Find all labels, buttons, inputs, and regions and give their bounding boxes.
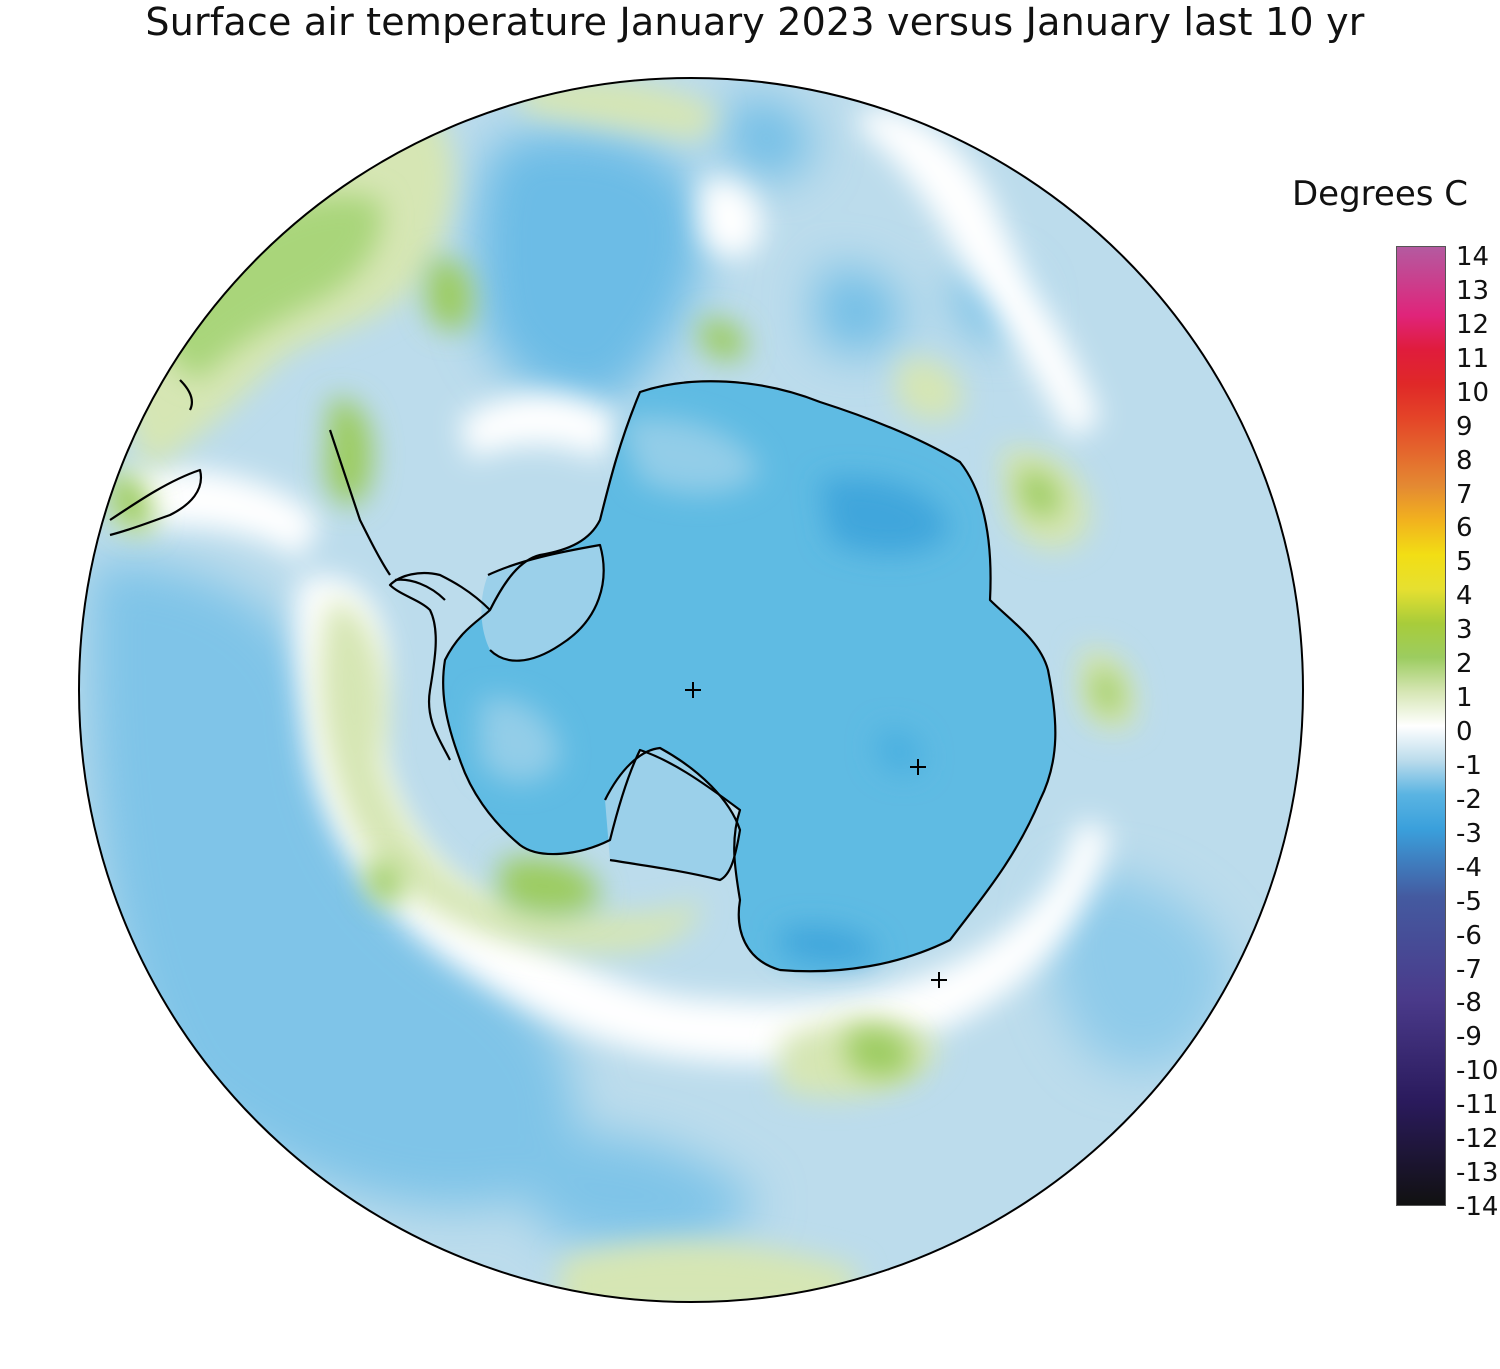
continent-anomaly-detail xyxy=(480,417,950,965)
colorbar-tick-label: 14 xyxy=(1456,242,1490,272)
colorbar-tick-label: -7 xyxy=(1456,954,1482,985)
colorbar-tick-label: -9 xyxy=(1456,1022,1482,1053)
colorbar-tick-label: 12 xyxy=(1456,309,1490,340)
colorbar-tick-label: 7 xyxy=(1456,479,1473,510)
colorbar-tick-label: -10 xyxy=(1456,1056,1499,1087)
colorbar-tick-label: -5 xyxy=(1456,886,1482,917)
colorbar-tick-label: 3 xyxy=(1456,615,1473,646)
colorbar-tick-label: 5 xyxy=(1456,547,1473,578)
map-boundary xyxy=(78,77,1304,1303)
colorbar-tick-label: 9 xyxy=(1456,411,1473,442)
colorbar-tick-label: -14 xyxy=(1456,1192,1499,1222)
colorbar-tick-label: -3 xyxy=(1456,818,1482,849)
colorbar-tick-label: 0 xyxy=(1456,717,1473,747)
colorbar-tick-label: -1 xyxy=(1456,750,1482,781)
ross-sea-shelf xyxy=(605,748,740,880)
colorbar-tick-label: -2 xyxy=(1456,784,1482,815)
colorbar-tick-label: 2 xyxy=(1456,649,1473,680)
colorbar-tick-label: 10 xyxy=(1456,377,1490,408)
station-marker-east xyxy=(910,759,926,775)
station-markers xyxy=(685,682,947,988)
colorbar-tick-label: 1 xyxy=(1456,683,1473,714)
anomaly-shading-cold xyxy=(88,98,1230,1250)
colorbar-tick-label: -13 xyxy=(1456,1158,1499,1189)
colorbar-tick-label: 13 xyxy=(1456,275,1490,306)
station-marker-coast xyxy=(931,972,947,988)
colorbar-tick-label: 6 xyxy=(1456,513,1473,544)
colorbar-title: Degrees C xyxy=(1292,174,1469,214)
colorbar-tick-label: -11 xyxy=(1456,1090,1499,1121)
anomaly-shading-warmer xyxy=(108,194,1121,1078)
colorbar-tick-label: -4 xyxy=(1456,852,1482,883)
map-title: Surface air temperature January 2023 ver… xyxy=(145,0,1365,44)
colorbar-tick-label: -8 xyxy=(1456,988,1482,1019)
south-pole-marker xyxy=(685,682,701,698)
colorbar-tick-label: -6 xyxy=(1456,920,1482,951)
colorbar-tick-labels: 14 13 12 11 10 9 8 7 6 5 4 3 2 1 0 -1 -2 -3 -4 -5 -6 -7 -8 -9 -1… xyxy=(1456,240,1500,1230)
colorbar-tick-label: 11 xyxy=(1456,343,1490,374)
coastline-outlines xyxy=(109,379,1057,973)
colorbar-gradient xyxy=(1396,246,1446,1206)
colorbar-tick-label: 4 xyxy=(1456,581,1473,612)
colorbar-tick-label: -12 xyxy=(1456,1124,1499,1155)
colorbar-tick-label: 8 xyxy=(1456,445,1473,476)
